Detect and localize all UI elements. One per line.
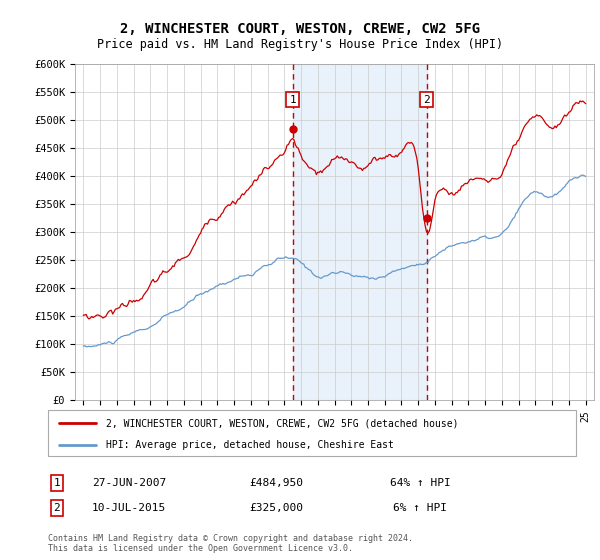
Bar xyxy=(293,64,427,400)
Text: Price paid vs. HM Land Registry's House Price Index (HPI): Price paid vs. HM Land Registry's House … xyxy=(97,38,503,50)
Text: 27-JUN-2007: 27-JUN-2007 xyxy=(92,478,166,488)
Text: 64% ↑ HPI: 64% ↑ HPI xyxy=(389,478,451,488)
Text: £484,950: £484,950 xyxy=(249,478,303,488)
Text: Contains HM Land Registry data © Crown copyright and database right 2024.
This d: Contains HM Land Registry data © Crown c… xyxy=(48,534,413,553)
Text: 2: 2 xyxy=(53,503,61,513)
Text: 1: 1 xyxy=(53,478,61,488)
Text: 2, WINCHESTER COURT, WESTON, CREWE, CW2 5FG (detached house): 2, WINCHESTER COURT, WESTON, CREWE, CW2 … xyxy=(106,418,458,428)
Text: 2: 2 xyxy=(423,95,430,105)
Text: 2, WINCHESTER COURT, WESTON, CREWE, CW2 5FG: 2, WINCHESTER COURT, WESTON, CREWE, CW2 … xyxy=(120,22,480,36)
Text: HPI: Average price, detached house, Cheshire East: HPI: Average price, detached house, Ches… xyxy=(106,440,394,450)
Text: £325,000: £325,000 xyxy=(249,503,303,513)
Text: 6% ↑ HPI: 6% ↑ HPI xyxy=(393,503,447,513)
Text: 1: 1 xyxy=(289,95,296,105)
Text: 10-JUL-2015: 10-JUL-2015 xyxy=(92,503,166,513)
